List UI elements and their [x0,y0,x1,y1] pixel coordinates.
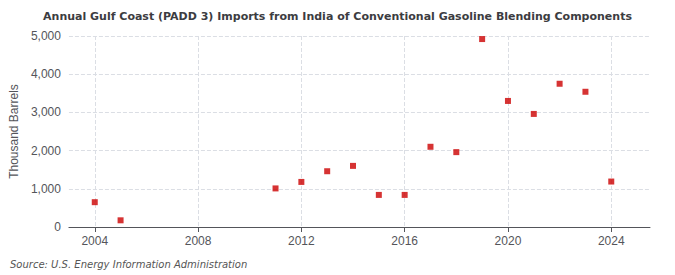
svg-text:5,000: 5,000 [31,29,61,43]
svg-text:2004: 2004 [81,234,108,248]
svg-text:2016: 2016 [391,234,418,248]
svg-text:1,000: 1,000 [31,182,61,196]
svg-text:Source: U.S. Energy Informatio: Source: U.S. Energy Information Administ… [10,259,247,270]
svg-text:Thousand Barrels: Thousand Barrels [7,84,21,179]
svg-text:0: 0 [54,220,61,234]
svg-text:2,000: 2,000 [31,144,61,158]
svg-text:3,000: 3,000 [31,105,61,119]
svg-text:Annual Gulf Coast (PADD 3) Imp: Annual Gulf Coast (PADD 3) Imports from … [43,10,632,23]
svg-text:4,000: 4,000 [31,67,61,81]
svg-text:2008: 2008 [185,234,212,248]
svg-text:2012: 2012 [288,234,315,248]
svg-text:2020: 2020 [495,234,522,248]
svg-text:2024: 2024 [598,234,625,248]
